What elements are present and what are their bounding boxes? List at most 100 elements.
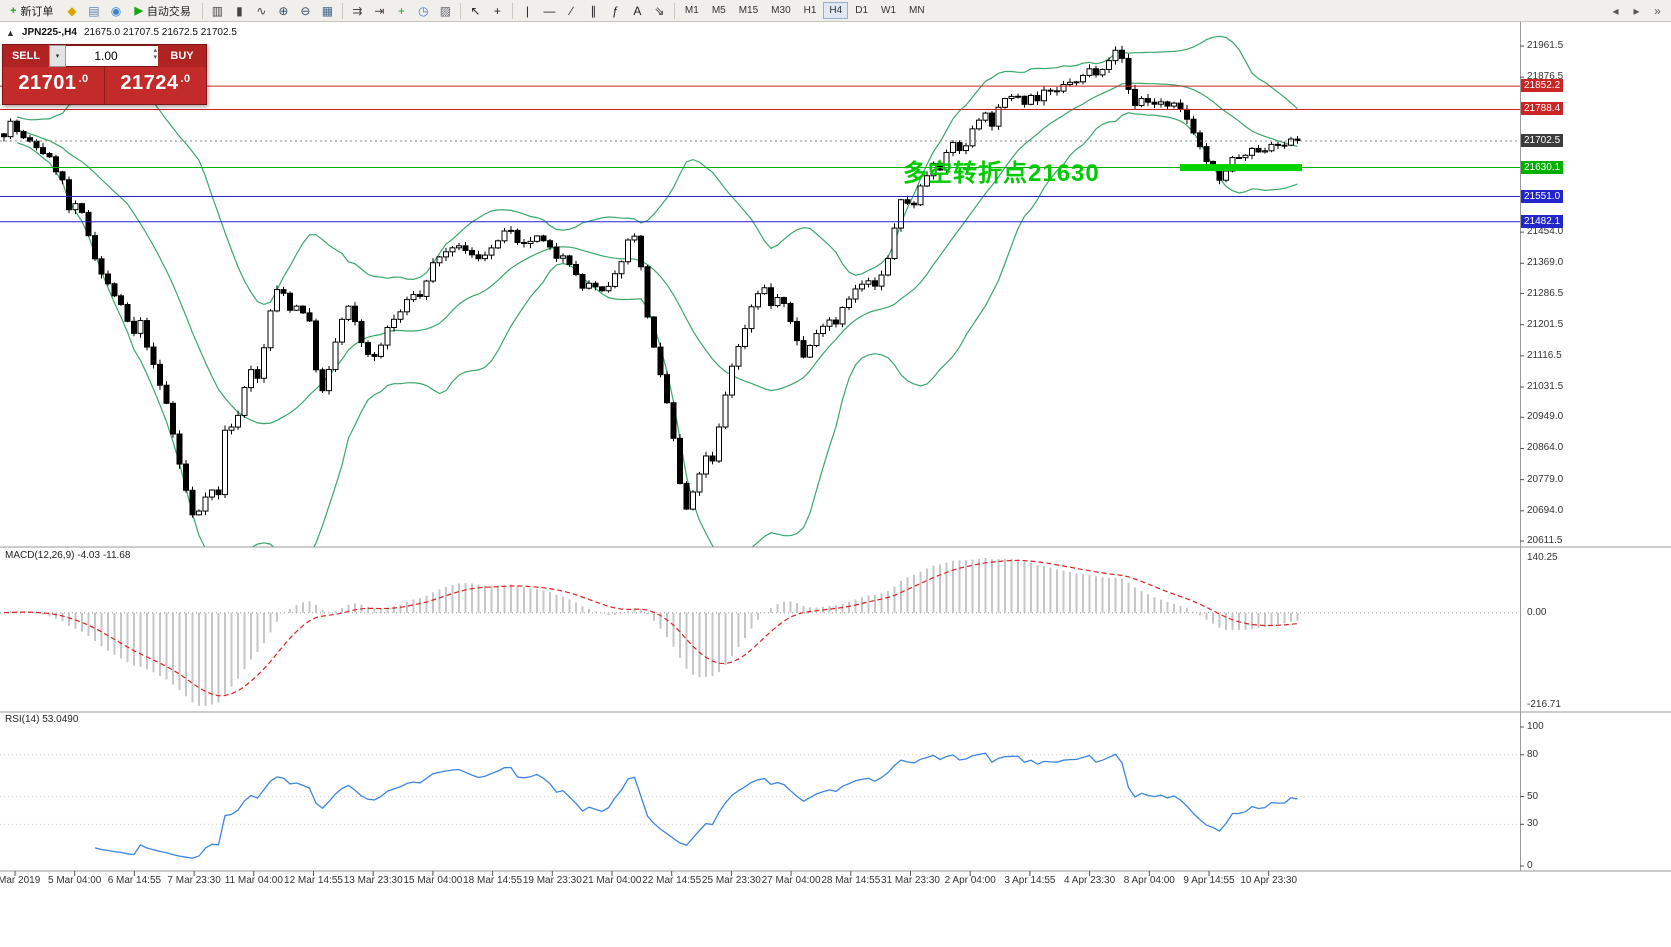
- time-axis-label: 25 Mar 23:30: [701, 875, 761, 886]
- toolbar-separator: [201, 2, 203, 19]
- periods-icon[interactable]: ◷: [418, 3, 429, 18]
- auto-scroll-icon[interactable]: ⇉: [352, 3, 363, 18]
- chart-symbol-period: JPN225-,H4: [21, 27, 77, 38]
- macd-axis-zero: 0.00: [1527, 606, 1547, 618]
- chart-header: ▲ JPN225-,H4 21675.0 21707.5 21672.5 217…: [6, 27, 237, 38]
- toolbar-separator: [511, 2, 513, 19]
- timeframe-h1[interactable]: H1: [798, 2, 823, 19]
- rsi-axis-label: 30: [1527, 818, 1539, 830]
- buy-button[interactable]: BUY: [158, 45, 206, 67]
- top-toolbar: + 新订单 ◆ ▤ ◉ ▶ 自动交易 ▥ ▮ ∿ ⊕ ⊖ ▦ ⇉ ⇥ + ◷ ▨ ↖ + | — ∕ ∥ ƒ A ⇘ M1 M5 M15 M…: [0, 0, 1671, 22]
- time-axis-label: 8 Apr 04:00: [1123, 875, 1175, 886]
- buy-price[interactable]: 21724.0: [105, 67, 206, 104]
- rsi-label: RSI(14) 53.0490: [5, 714, 79, 725]
- timeframe-m5[interactable]: M5: [706, 2, 732, 19]
- scroll-right-icon[interactable]: ▸: [1633, 3, 1640, 18]
- time-axis-label: 10 Apr 23:30: [1240, 875, 1298, 886]
- rsi-axis-label: 0: [1527, 860, 1533, 871]
- sell-price[interactable]: 21701.0: [3, 67, 105, 104]
- price-tick-label: 21454.0: [1527, 226, 1564, 238]
- rsi-axis-label: 100: [1527, 721, 1544, 732]
- price-level-badge: 21482.1: [1521, 214, 1564, 228]
- new-order-button[interactable]: + 新订单: [3, 2, 60, 20]
- price-tick-label: 20864.0: [1527, 442, 1564, 454]
- toolbar-separator: [459, 2, 461, 19]
- time-axis-label: 21 Mar 04:00: [582, 875, 642, 886]
- trendline-icon[interactable]: ∕: [570, 3, 573, 18]
- spin-up-icon[interactable]: ▴: [153, 47, 157, 54]
- time-axis-label: 15 Mar 04:00: [403, 875, 463, 886]
- price-tick-label: 21031.5: [1527, 381, 1564, 393]
- time-axis-label: 9 Apr 14:55: [1183, 875, 1235, 886]
- zoom-out-icon[interactable]: ⊖: [300, 3, 311, 18]
- price-tick-label: 20611.5: [1527, 535, 1563, 547]
- chart-ohlc: 21675.0 21707.5 21672.5 21702.5: [83, 27, 237, 38]
- symbols-icon[interactable]: ◆: [67, 3, 77, 18]
- macd-axis-min: -216.71: [1527, 699, 1561, 710]
- price-level-badge: 21788.4: [1521, 102, 1564, 116]
- community-icon[interactable]: ◉: [110, 3, 122, 18]
- spin-down-icon[interactable]: ▾: [153, 54, 157, 61]
- time-axis-label: 27 Mar 04:00: [761, 875, 821, 886]
- autotrading-icon: ▶: [134, 5, 143, 17]
- timeframe-m15[interactable]: M15: [733, 2, 764, 19]
- zoom-in-icon[interactable]: ⊕: [278, 3, 289, 18]
- time-axis-label: 11 Mar 04:00: [224, 875, 283, 886]
- sell-price-decimal: .0: [78, 73, 89, 85]
- fibonacci-icon[interactable]: ƒ: [612, 3, 619, 18]
- timeframe-m30[interactable]: M30: [765, 2, 796, 19]
- scroll-left-icon[interactable]: ◂: [1612, 3, 1619, 18]
- market-watch-icon[interactable]: ▤: [88, 3, 100, 18]
- macd-axis-max: 140.25: [1527, 552, 1558, 563]
- bar-chart-icon[interactable]: ▥: [211, 3, 224, 18]
- tile-windows-icon[interactable]: ▦: [321, 3, 334, 18]
- timeframe-d1[interactable]: D1: [849, 2, 874, 19]
- price-tick-label: 21876.5: [1527, 71, 1564, 83]
- price-level-badge: 21630.1: [1521, 160, 1564, 174]
- crosshair-icon[interactable]: +: [493, 3, 501, 18]
- candlestick-chart-icon[interactable]: ▮: [236, 3, 243, 18]
- sell-price-main: 21701: [18, 72, 77, 94]
- timeframe-h4[interactable]: H4: [823, 2, 849, 19]
- indicators-icon[interactable]: +: [397, 3, 405, 18]
- buy-price-main: 21724: [120, 72, 179, 94]
- price-tick-label: 21286.5: [1527, 287, 1564, 299]
- templates-icon[interactable]: ▨: [439, 3, 452, 18]
- price-tick-label: 20694.0: [1527, 504, 1564, 516]
- toolbar-separator: [673, 2, 675, 19]
- line-chart-icon[interactable]: ∿: [256, 3, 267, 18]
- autotrading-button[interactable]: ▶ 自动交易: [127, 2, 197, 20]
- horizontal-line-icon[interactable]: —: [543, 3, 556, 18]
- chart-shift-icon[interactable]: ⇥: [374, 3, 385, 18]
- cursor-icon[interactable]: ↖: [470, 3, 481, 18]
- volume-dropdown-icon[interactable]: ▾: [49, 45, 66, 67]
- price-level-badge: 21852.2: [1521, 79, 1564, 93]
- time-axis-label: 22 Mar 14:55: [642, 875, 702, 886]
- price-tick-label: 21201.5: [1527, 318, 1564, 330]
- timeframe-m1[interactable]: M1: [679, 2, 705, 19]
- price-tick-label: 20779.0: [1527, 473, 1564, 485]
- time-axis-label: 5 Mar 2019: [0, 875, 41, 886]
- new-order-label: 新订单: [20, 5, 54, 18]
- time-axis-label: 13 Mar 23:30: [343, 875, 403, 886]
- one-click-trading-panel: SELL ▾ ▴▾ BUY 21701.0 21724.0: [2, 44, 207, 105]
- toolbar-more-icon[interactable]: »: [1654, 3, 1661, 18]
- time-axis-label: 18 Mar 14:55: [463, 875, 523, 886]
- toolbar-separator: [341, 2, 343, 19]
- vertical-line-icon[interactable]: |: [525, 3, 529, 18]
- volume-input[interactable]: [66, 49, 158, 63]
- text-label-icon[interactable]: A: [633, 3, 642, 18]
- timeframe-w1[interactable]: W1: [875, 2, 902, 19]
- timeframe-mn[interactable]: MN: [903, 2, 931, 19]
- equidistant-channel-icon[interactable]: ∥: [590, 3, 597, 18]
- time-axis-label: 31 Mar 23:30: [881, 875, 940, 886]
- price-tick-label: 21961.5: [1527, 40, 1564, 51]
- arrows-tool-icon[interactable]: ⇘: [654, 3, 665, 18]
- time-axis-label: 12 Mar 14:55: [284, 875, 343, 886]
- sell-button[interactable]: SELL: [3, 45, 49, 67]
- macd-label: MACD(12,26,9) -4.03 -11.68: [5, 550, 131, 561]
- toolbar-right-group: ◂ ▸ »: [1605, 2, 1668, 20]
- time-axis-label: 3 Apr 14:55: [1004, 875, 1056, 886]
- volume-spinner[interactable]: ▴ ▾: [153, 47, 157, 61]
